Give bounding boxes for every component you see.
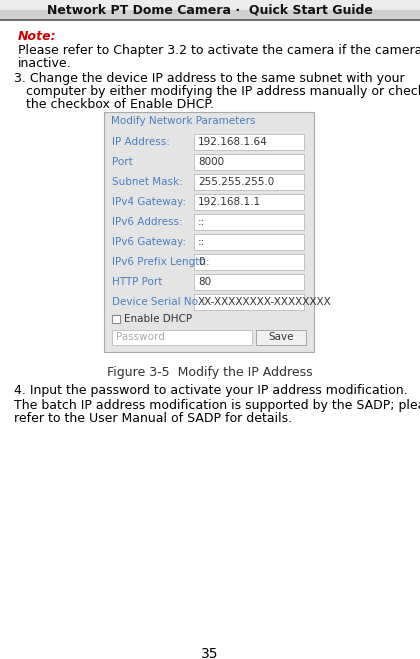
- Text: IPv6 Gateway:: IPv6 Gateway:: [112, 237, 186, 247]
- Text: Save: Save: [268, 333, 294, 343]
- Bar: [194, 234, 304, 250]
- Bar: [194, 274, 304, 290]
- Text: 192.168.1.64: 192.168.1.64: [198, 137, 268, 147]
- Text: refer to the User Manual of SADP for details.: refer to the User Manual of SADP for det…: [14, 412, 292, 425]
- Text: Enable DHCP: Enable DHCP: [124, 314, 192, 324]
- Text: 80: 80: [198, 277, 211, 287]
- Text: The batch IP address modification is supported by the SADP; please: The batch IP address modification is sup…: [14, 399, 420, 412]
- Text: 8000: 8000: [198, 157, 224, 167]
- Bar: [194, 294, 304, 310]
- Bar: [112, 315, 120, 323]
- Bar: [112, 330, 252, 345]
- Text: 35: 35: [201, 647, 219, 659]
- Bar: [194, 174, 304, 190]
- Bar: [104, 112, 314, 352]
- Bar: [0, 0, 420, 10]
- Text: Port: Port: [112, 157, 133, 167]
- Text: ::: ::: [198, 217, 205, 227]
- Text: ::: ::: [198, 237, 205, 247]
- Text: IPv6 Prefix Length:: IPv6 Prefix Length:: [112, 257, 210, 267]
- Text: Please refer to Chapter 3.2 to activate the camera if the camera is: Please refer to Chapter 3.2 to activate …: [18, 44, 420, 57]
- Bar: [194, 254, 304, 270]
- Bar: [0, 10, 420, 20]
- Text: 192.168.1.1: 192.168.1.1: [198, 197, 261, 207]
- Text: Device Serial No.:: Device Serial No.:: [112, 297, 205, 307]
- Text: the checkbox of Enable DHCP.: the checkbox of Enable DHCP.: [26, 98, 214, 111]
- Text: 3. Change the device IP address to the same subnet with your: 3. Change the device IP address to the s…: [14, 72, 404, 85]
- Text: inactive.: inactive.: [18, 57, 72, 70]
- Text: Subnet Mask:: Subnet Mask:: [112, 177, 183, 187]
- Text: Figure 3-5  Modify the IP Address: Figure 3-5 Modify the IP Address: [107, 366, 313, 379]
- Text: 255.255.255.0: 255.255.255.0: [198, 177, 274, 187]
- Text: HTTP Port: HTTP Port: [112, 277, 163, 287]
- Text: 4. Input the password to activate your IP address modification.: 4. Input the password to activate your I…: [14, 384, 408, 397]
- Text: XX-XXXXXXXX-XXXXXXXX: XX-XXXXXXXX-XXXXXXXX: [198, 297, 332, 307]
- Text: IPv4 Gateway:: IPv4 Gateway:: [112, 197, 186, 207]
- Text: 0: 0: [198, 257, 205, 267]
- Text: Password: Password: [116, 333, 165, 343]
- Bar: [256, 330, 306, 345]
- Text: IPv6 Address:: IPv6 Address:: [112, 217, 183, 227]
- Text: computer by either modifying the IP address manually or checking: computer by either modifying the IP addr…: [26, 85, 420, 98]
- Bar: [194, 214, 304, 230]
- Bar: [194, 154, 304, 170]
- Text: Note:: Note:: [18, 30, 57, 43]
- Text: Modify Network Parameters: Modify Network Parameters: [111, 116, 255, 126]
- Text: Network PT Dome Camera ·  Quick Start Guide: Network PT Dome Camera · Quick Start Gui…: [47, 3, 373, 16]
- Bar: [194, 134, 304, 150]
- Bar: [194, 194, 304, 210]
- Text: IP Address:: IP Address:: [112, 137, 170, 147]
